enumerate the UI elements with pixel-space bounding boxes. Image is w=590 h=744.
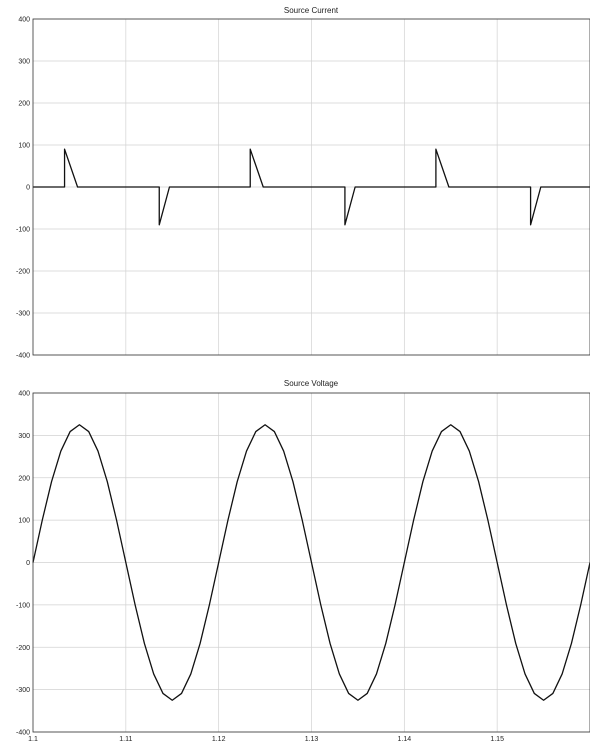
- voltage-series-line: [32, 424, 590, 701]
- current-y-ticks: 400 300 200 100 0 -100 -200 -300 -400: [16, 17, 30, 360]
- voltage-x-tick-label: 1.11: [119, 736, 132, 743]
- current-panel: Source Current 400 300 200 100 0 -100 -200 -300…: [16, 6, 590, 360]
- voltage-x-tick-label: 1.12: [212, 736, 226, 743]
- voltage-y-tick-label: -400: [16, 730, 30, 737]
- current-y-tick-label: -200: [16, 269, 30, 276]
- voltage-x-tick-label: 1.14: [398, 736, 412, 743]
- current-plot-frame: [32, 18, 590, 356]
- voltage-y-tick-label: 200: [18, 475, 30, 482]
- current-y-tick-label: -300: [16, 311, 30, 318]
- voltage-plot-frame: [32, 392, 590, 733]
- voltage-y-tick-label: 400: [18, 391, 30, 398]
- voltage-y-tick-label: 300: [18, 433, 30, 440]
- current-y-tick-label: -400: [16, 353, 30, 360]
- voltage-y-tick-label: 0: [26, 560, 30, 567]
- voltage-y-tick-label: 100: [18, 518, 30, 525]
- current-y-tick-label: 0: [26, 185, 30, 192]
- voltage-series: [32, 424, 590, 701]
- current-y-tick-label: -100: [16, 227, 30, 234]
- voltage-x-ticks: 1.1 1.11 1.12 1.13 1.14 1.15: [28, 736, 504, 743]
- voltage-x-tick-label: 1.1: [28, 736, 38, 743]
- voltage-y-tick-label: -100: [16, 602, 30, 609]
- current-series: [33, 148, 590, 226]
- voltage-y-ticks: 400 300 200 100 0 -100 -200 -300 -400: [16, 391, 30, 737]
- current-y-tick-label: 100: [18, 143, 30, 150]
- voltage-y-tick-label: -200: [16, 645, 30, 652]
- voltage-panel: Source Voltage 400 300 200 100 0 -100 -200 -300…: [16, 379, 590, 743]
- current-series-line: [33, 148, 590, 226]
- voltage-chart-title: Source Voltage: [284, 379, 339, 388]
- current-y-tick-label: 300: [18, 59, 30, 66]
- current-y-tick-label: 400: [18, 17, 30, 24]
- voltage-x-tick-label: 1.13: [305, 736, 319, 743]
- current-chart-title: Source Current: [284, 6, 339, 15]
- voltage-y-tick-label: -300: [16, 687, 30, 694]
- voltage-x-tick-label: 1.15: [490, 736, 504, 743]
- current-y-tick-label: 200: [18, 101, 30, 108]
